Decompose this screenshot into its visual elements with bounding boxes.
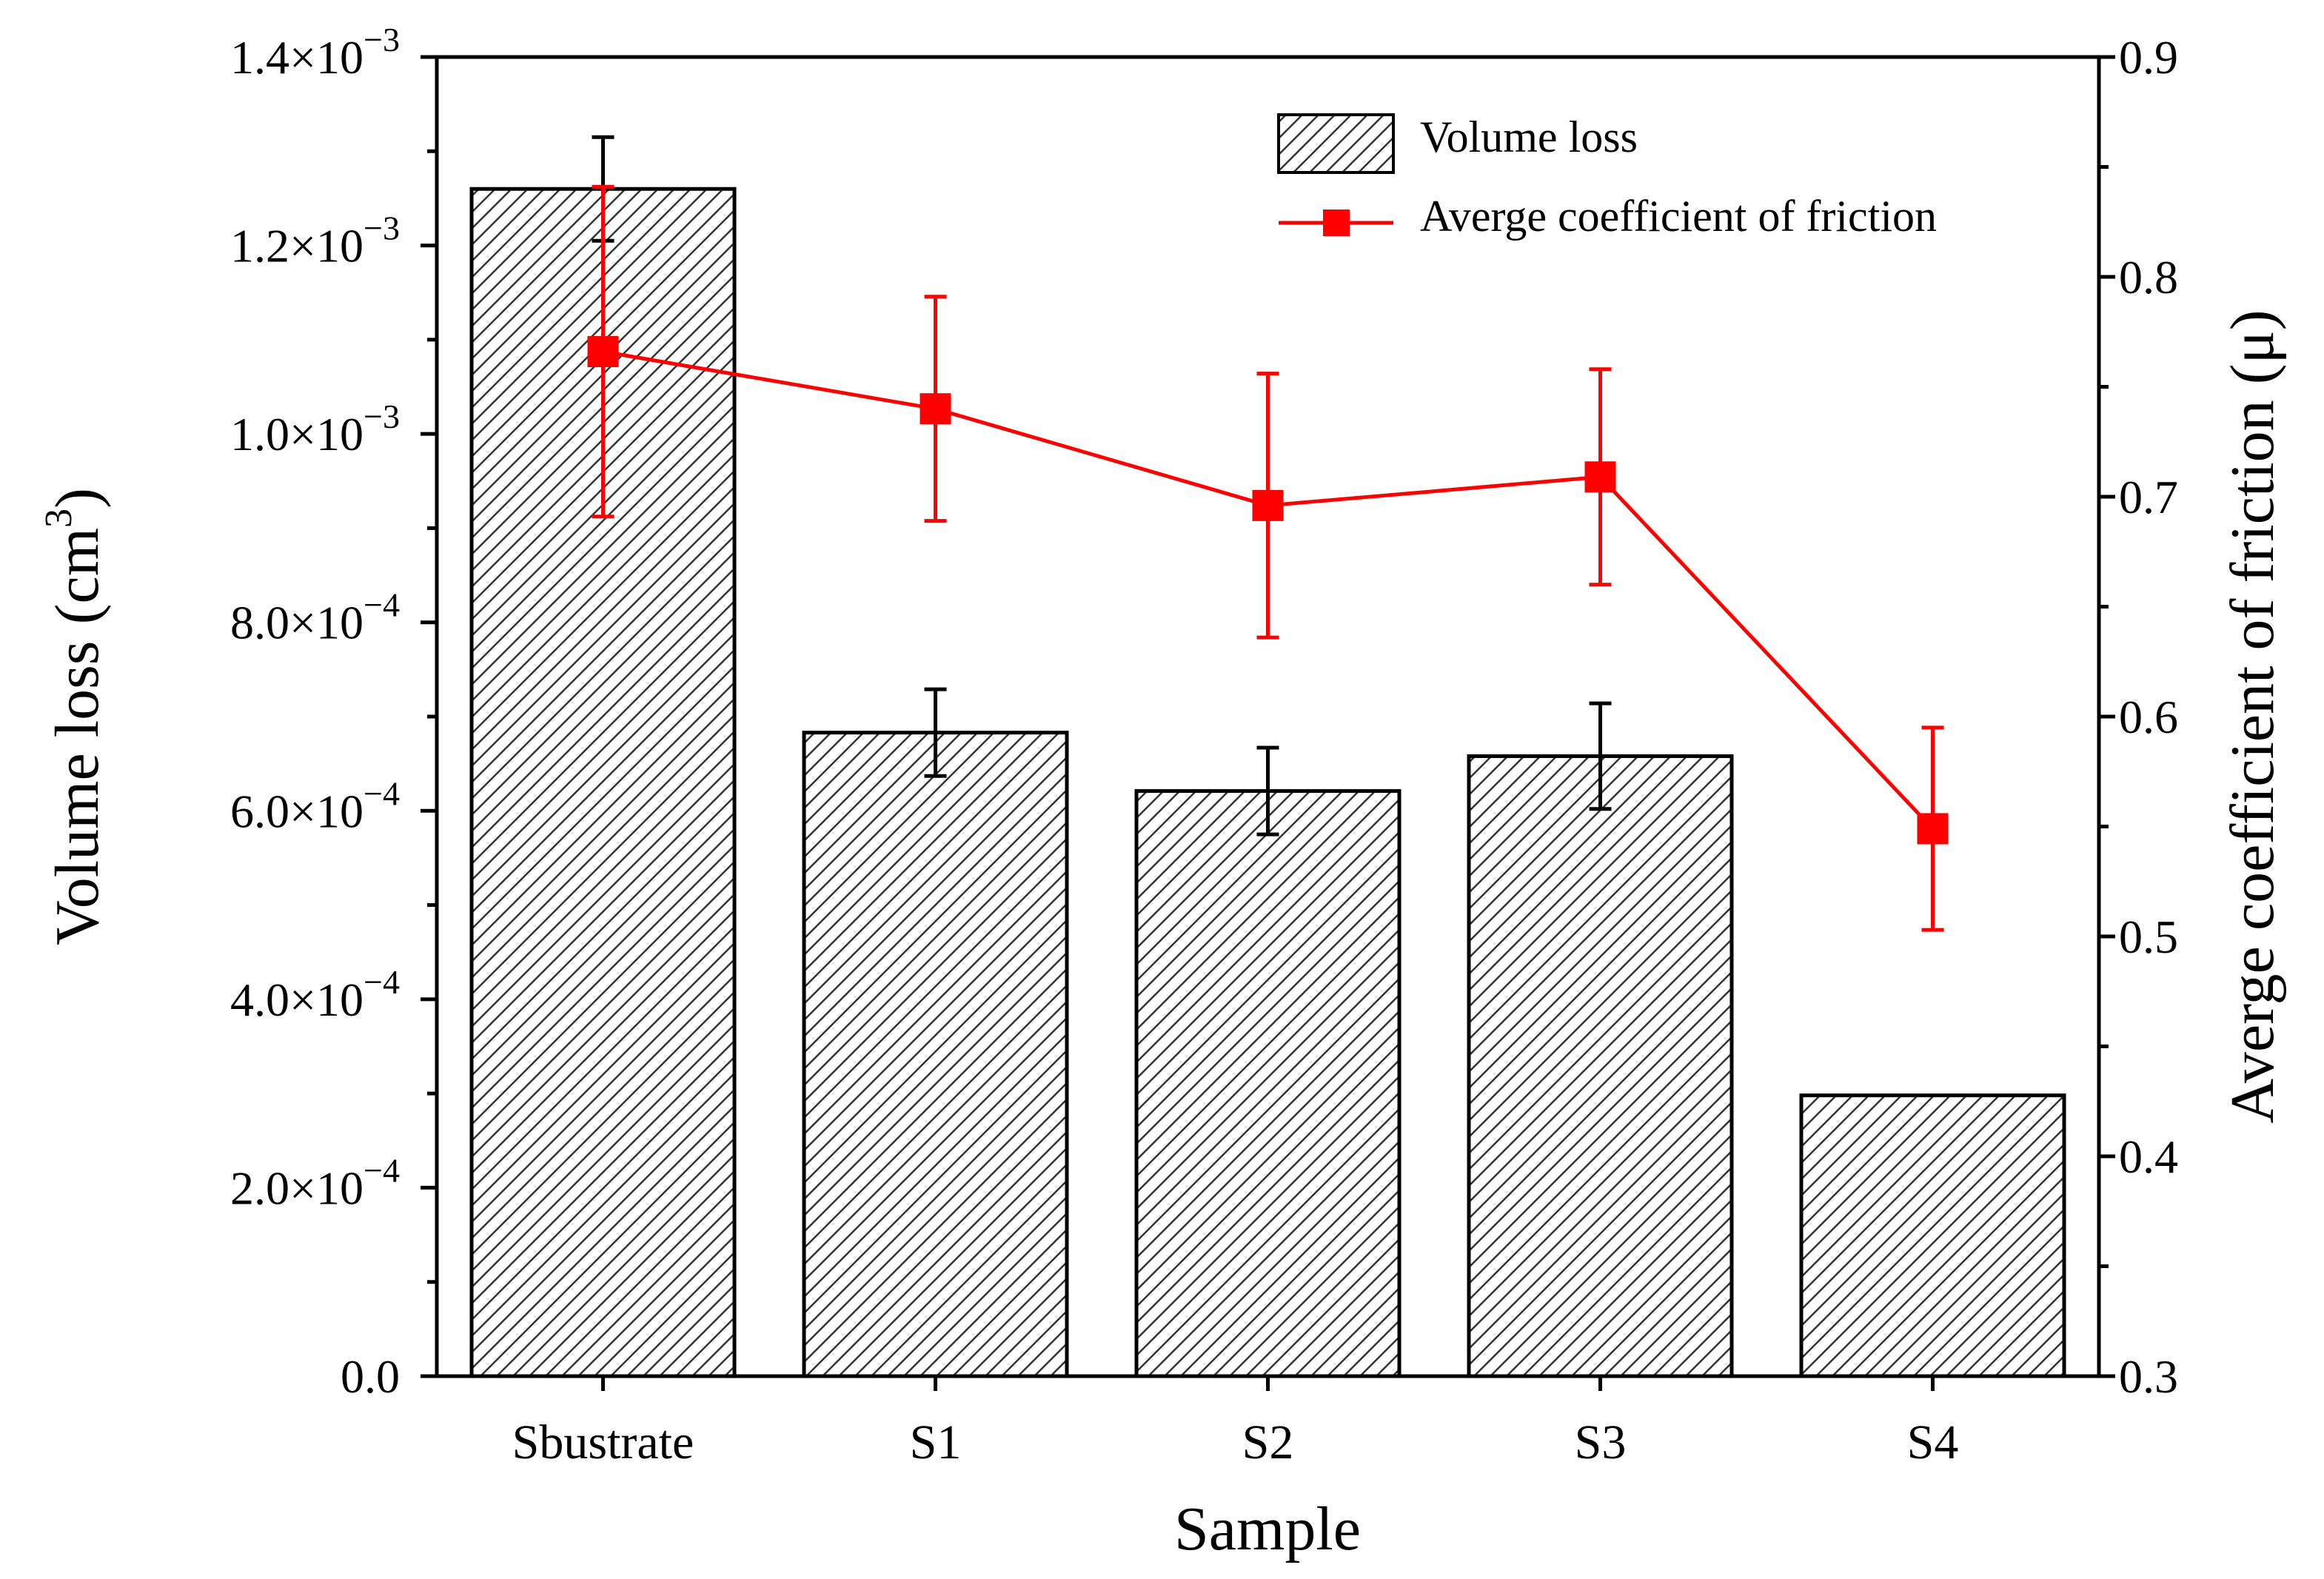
- y-tick-label: 1.2×10−3: [230, 209, 400, 272]
- friction-marker-sbustrate: [587, 335, 619, 367]
- x-tick-label-s3: S3: [1575, 1415, 1627, 1469]
- y-tick-label: 6.0×10−4: [230, 774, 400, 837]
- y2-tick-label: 0.4: [2119, 1130, 2178, 1183]
- y-tick-mantissa: 8.0×10: [230, 597, 364, 649]
- y-tick-mantissa: 1.2×10: [230, 220, 364, 272]
- y-axis-title-paren-open: (: [43, 604, 112, 625]
- y2-tick-label: 0.7: [2119, 471, 2178, 523]
- y2-tick-label: 0.9: [2119, 31, 2178, 84]
- y2-tick-label: 0.8: [2119, 251, 2178, 304]
- y-tick-label: 1.4×10−3: [230, 21, 400, 84]
- y-tick-mantissa: 2.0×10: [230, 1161, 364, 1214]
- legend-label-volume-loss: Volume loss: [1420, 113, 1638, 161]
- y-tick-mantissa: 1.0×10: [230, 408, 364, 460]
- y-tick-label: 1.0×10−3: [230, 398, 400, 460]
- y-axis-title: Volume loss (cm3): [38, 488, 112, 945]
- bar-error-s2: [1256, 745, 1279, 837]
- friction-marker-s4: [1917, 813, 1949, 845]
- y-tick-mantissa: 6.0×10: [230, 785, 364, 837]
- y-tick-exponent: −4: [364, 963, 400, 1001]
- y-tick-mantissa: 4.0×10: [230, 973, 364, 1026]
- legend-marker-swatch: [1323, 209, 1350, 236]
- bar-s3: [1467, 754, 1734, 1378]
- legend-bar-swatch: [1277, 113, 1395, 174]
- bar-error-s1: [924, 687, 947, 778]
- bar-s2: [1134, 789, 1402, 1378]
- bar-s4: [1799, 1093, 2066, 1378]
- y-tick-label: 4.0×10−4: [230, 963, 400, 1026]
- y2-tick-label: 0.6: [2119, 691, 2178, 743]
- y2-tick-label: 0.3: [2119, 1350, 2178, 1403]
- legend-label-friction: Averge coefficient of friction: [1420, 192, 1937, 241]
- y-tick-exponent: −4: [364, 1151, 400, 1189]
- y-tick-label: 2.0×10−4: [230, 1151, 400, 1214]
- y2-tick-labels: 0.9 0.8 0.7 0.6 0.5 0.4 0.3: [2119, 31, 2178, 1403]
- x-tick-label-s2: S2: [1242, 1415, 1294, 1469]
- friction-series: [587, 184, 1949, 932]
- y-tick-label: 8.0×10−4: [230, 586, 400, 649]
- y-tick-exponent: −3: [364, 209, 400, 247]
- y-tick-label: 0.0: [341, 1350, 400, 1403]
- friction-marker-s2: [1252, 489, 1284, 521]
- x-tick-label-s1: S1: [910, 1415, 962, 1469]
- y-tick-labels: 1.4×10−31.2×10−31.0×10−38.0×10−46.0×10−4…: [230, 21, 400, 1403]
- y-tick-exponent: −4: [364, 774, 400, 812]
- y-axis-title-main: Volume loss: [43, 641, 112, 946]
- y-axis-title-paren-close: ): [43, 488, 112, 509]
- y-tick-exponent: −3: [364, 21, 400, 58]
- y-tick-mantissa: 0.0: [341, 1350, 400, 1403]
- y-axis-title-unit: cm: [43, 528, 112, 604]
- x-tick-labels: Sbustrate S1 S2 S3 S4: [512, 1415, 1959, 1469]
- x-tick-label-sbustrate: Sbustrate: [512, 1415, 694, 1469]
- friction-marker-s3: [1584, 461, 1616, 493]
- axis-ticks: [421, 55, 2115, 1391]
- volume-loss-error-bars: [592, 135, 1612, 837]
- y-tick-mantissa: 1.4×10: [230, 31, 364, 84]
- y2-tick-label: 0.5: [2119, 911, 2178, 963]
- x-tick-label-s4: S4: [1907, 1415, 1959, 1469]
- legend: Volume loss Averge coefficient of fricti…: [1277, 113, 1937, 241]
- y2-axis-title: Averge coefficient of friction (μ): [2218, 309, 2287, 1123]
- y-tick-exponent: −3: [364, 398, 400, 435]
- x-axis-title: Sample: [1174, 1495, 1361, 1563]
- bar-s1: [802, 731, 1069, 1378]
- bar-error-s3: [1589, 701, 1612, 811]
- y-axis-title-unit-exp: 3: [38, 509, 80, 528]
- y-tick-exponent: −4: [364, 586, 400, 624]
- friction-marker-s1: [920, 393, 951, 425]
